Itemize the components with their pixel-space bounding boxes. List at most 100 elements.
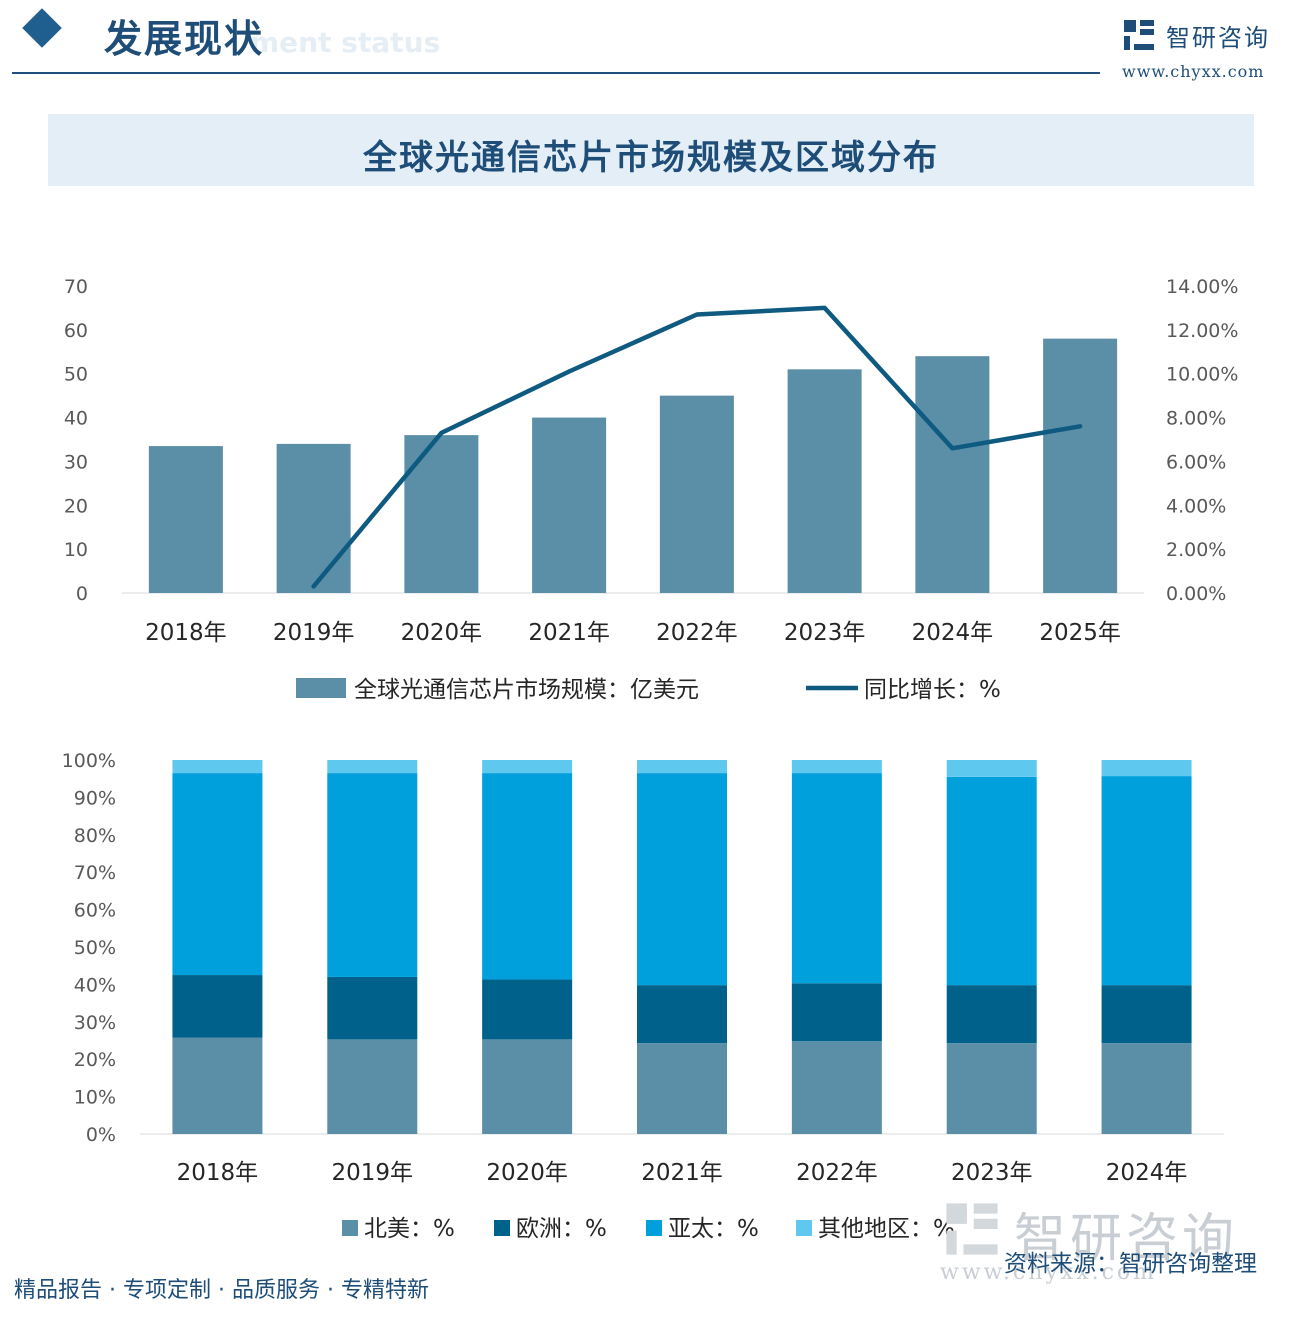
chart2-legend-label: 北美：%: [364, 1216, 455, 1242]
chart2-tick-label: 60%: [74, 900, 116, 922]
chart2-tick-label: 100%: [62, 750, 116, 772]
chart2-category-label: 2021年: [641, 1160, 723, 1186]
chart2-segment: [946, 776, 1037, 986]
chart2-segment: [482, 1039, 573, 1134]
chart2-legend-label: 欧洲：%: [516, 1216, 607, 1242]
chart2-category-label: 2019年: [332, 1160, 414, 1186]
watermark-logo: [940, 1200, 1004, 1262]
watermark-url: www.chyxx.com: [940, 1260, 1158, 1285]
chart2-segment: [172, 1037, 263, 1134]
chart2-legend-swatch: [646, 1220, 662, 1236]
chart2-segment: [172, 773, 263, 976]
chart2-category-label: 2022年: [796, 1160, 878, 1186]
chart2-legend-label: 亚太：%: [668, 1216, 759, 1242]
chart2-legend-label: 其他地区：%: [818, 1216, 955, 1242]
chart2-segment: [172, 975, 263, 1038]
chart1-right-tick-label: 14.00%: [1166, 276, 1238, 298]
footer-slogan: 精品报告 · 专项定制 · 品质服务 · 专精特新: [14, 1278, 429, 1303]
header-ghost-text: ment status: [250, 26, 441, 59]
chart1-growth-line: [311, 305, 1083, 589]
chart1-right-tick-label: 0.00%: [1166, 583, 1226, 605]
chart1-right-tick-label: 2.00%: [1166, 539, 1226, 561]
chart2-segment: [791, 1041, 882, 1134]
chart2-segment: [327, 760, 418, 774]
chart1-category-label: 2023年: [784, 620, 866, 646]
chart1-left-tick-label: 0: [76, 583, 88, 605]
page-header: ment status 发展现状 智研咨询 www.chyxx.com: [0, 0, 1310, 90]
chart2-legend-swatch: [494, 1220, 510, 1236]
chart2-segment: [791, 773, 882, 984]
chart2-category-label: 2018年: [177, 1160, 259, 1186]
chart2-segment: [1101, 760, 1192, 777]
chart2-category-label: 2023年: [951, 1160, 1033, 1186]
chart1-left-tick-label: 20: [64, 495, 88, 517]
chart1-left-tick-label: 60: [64, 320, 88, 342]
chart1-left-tick-label: 10: [64, 539, 88, 561]
page-title: 发展现状: [104, 17, 265, 61]
chart2-tick-label: 80%: [74, 825, 116, 847]
chart1-category-label: 2025年: [1039, 620, 1121, 646]
chart2-segment: [1101, 985, 1192, 1044]
chart1-left-tick-label: 40: [64, 408, 88, 430]
chart2-segment: [637, 760, 727, 774]
chart1-left-tick-label: 50: [64, 364, 88, 386]
chart2-tick-label: 10%: [74, 1087, 116, 1109]
chart2-segment: [327, 976, 418, 1040]
chart2-segment: [637, 773, 727, 986]
chart1-right-tick-label: 8.00%: [1166, 408, 1226, 430]
logo-name: 智研咨询: [1166, 24, 1270, 52]
chart1-left-tick-label: 30: [64, 451, 88, 473]
chart1-bar: [148, 446, 223, 593]
chart1-right-tick-label: 6.00%: [1166, 451, 1226, 473]
watermark-logo-icon: [946, 1203, 998, 1255]
chart2-segment: [791, 983, 882, 1042]
chart2-segment: [946, 760, 1037, 777]
chart1-bar: [915, 356, 990, 593]
chart2-segment: [482, 773, 573, 980]
header-divider: [12, 72, 1100, 74]
chart1-category-label: 2018年: [145, 620, 227, 646]
chart2-legend-swatch: [342, 1220, 358, 1236]
chart2-tick-label: 90%: [74, 787, 116, 809]
chart1-right-tick-label: 10.00%: [1166, 364, 1238, 386]
chart2-tick-label: 20%: [74, 1049, 116, 1071]
chart1-legend-bar-swatch: [296, 678, 346, 698]
chart-title: 全球光通信芯片市场规模及区域分布: [363, 138, 939, 178]
chart1-right-tick-label: 12.00%: [1166, 320, 1238, 342]
chart2-segment: [946, 1043, 1037, 1134]
chart2-segment: [1101, 776, 1192, 986]
chart1-bar: [1043, 338, 1118, 593]
chart2-tick-label: 70%: [74, 862, 116, 884]
chart2-segment: [637, 1043, 727, 1134]
chart1-bar: [532, 417, 607, 593]
chart2-segment: [1101, 1043, 1192, 1134]
chart1-left-tick-label: 70: [64, 276, 88, 298]
chart2-segment: [946, 985, 1037, 1044]
chart2-tick-label: 50%: [74, 937, 116, 959]
chart1-category-label: 2024年: [912, 620, 994, 646]
chart2-tick-label: 0%: [86, 1124, 116, 1146]
chart2-segment: [327, 773, 418, 977]
logo-mark-icon: [1124, 20, 1154, 50]
chart2-category-label: 2024年: [1106, 1160, 1188, 1186]
chart-title-band: 全球光通信芯片市场规模及区域分布: [48, 114, 1254, 186]
chart1-category-label: 2020年: [401, 620, 483, 646]
chart1-right-tick-label: 4.00%: [1166, 495, 1226, 517]
chart1-category-label: 2022年: [656, 620, 738, 646]
chart2-tick-label: 30%: [74, 1012, 116, 1034]
chart1-bar: [659, 395, 734, 593]
chart1-category-label: 2019年: [273, 620, 355, 646]
chart2-tick-label: 40%: [74, 974, 116, 996]
chart2-segment: [637, 985, 727, 1044]
chart1-legend-line-label: 同比增长：%: [864, 677, 1001, 703]
chart2-category-label: 2020年: [486, 1160, 568, 1186]
logo-url: www.chyxx.com: [1122, 62, 1265, 81]
chart1-bar: [276, 443, 351, 593]
chart2-segment: [482, 979, 573, 1040]
chart2-segment: [327, 1039, 418, 1134]
data-source: 资料来源：智研咨询整理: [1004, 1251, 1257, 1277]
chart2-legend-swatch: [796, 1220, 812, 1236]
chart2-segment: [482, 760, 573, 774]
chart1-category-label: 2021年: [528, 620, 610, 646]
